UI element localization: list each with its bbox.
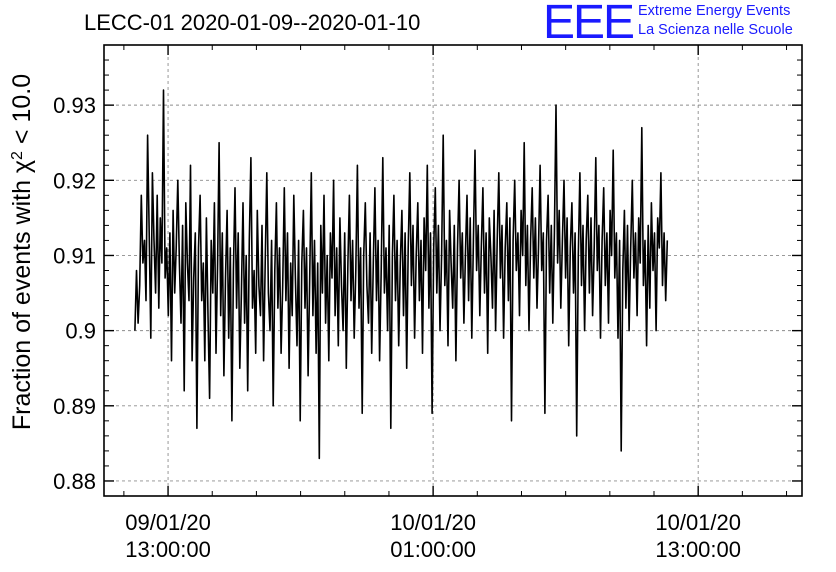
y-tick-label: 0.93: [53, 93, 96, 118]
series-path: [134, 89, 669, 460]
x-tick-label-date: 10/01/20: [655, 510, 741, 535]
logo-caption: Extreme Energy Events La Scienza nelle S…: [638, 2, 793, 40]
y-tick-label: 0.88: [53, 469, 96, 494]
eee-logo: EEE: [543, 0, 635, 49]
series-line: [134, 89, 669, 460]
logo-line-1: Extreme Energy Events: [638, 3, 791, 19]
axis-ticks: 0.880.890.90.910.920.9309/01/2013:00:001…: [53, 44, 802, 562]
x-tick-label-date: 09/01/20: [125, 510, 211, 535]
y-axis-label: Fraction of events with χ2 < 10.0: [8, 74, 36, 430]
y-tick-label: 0.9: [65, 319, 96, 344]
chart-title: LECC-01 2020-01-09--2020-01-10: [84, 10, 421, 35]
y-tick-label: 0.92: [53, 168, 96, 193]
logo-line-2: La Scienza nelle Scuole: [638, 22, 793, 38]
x-tick-label-time: 13:00:00: [125, 537, 211, 562]
y-tick-label: 0.91: [53, 243, 96, 268]
y-tick-label: 0.89: [53, 394, 96, 419]
x-tick-label-time: 01:00:00: [390, 537, 476, 562]
x-tick-label-time: 13:00:00: [655, 537, 741, 562]
x-tick-label-date: 10/01/20: [390, 510, 476, 535]
